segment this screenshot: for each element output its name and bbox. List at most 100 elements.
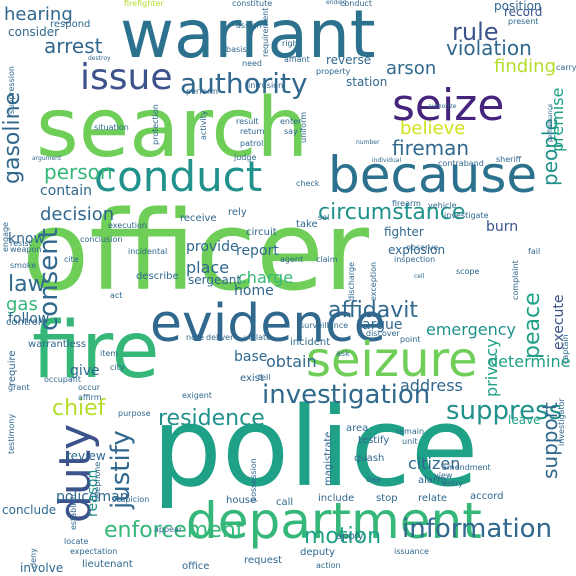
cloud-word: argument [32,155,62,162]
cloud-word: enter [280,117,302,126]
cloud-word: residence [158,406,265,431]
cloud-word: affiant [284,55,310,64]
cloud-word: consider [8,25,60,39]
cloud-word: claim [316,255,338,264]
cloud-word: seize [392,80,505,131]
cloud-word: review [66,449,106,463]
cloud-word: purpose [118,409,151,418]
cloud-word: person [44,160,113,184]
cloud-word: report [236,243,279,259]
cloud-word: department [186,492,482,550]
cloud-word: discharge [347,262,356,301]
cloud-word: constitute [232,0,273,8]
cloud-word: judge [234,153,257,162]
cloud-word: point [400,335,421,344]
cloud-word: possession [249,458,258,502]
cloud-word: exigent [182,391,212,400]
cloud-word: address [400,376,463,395]
cloud-word: tell [258,373,271,382]
cloud-word: protection [151,104,160,145]
cloud-word: perform [186,87,218,96]
cloud-word: execution [108,221,147,230]
cloud-word: quash [354,453,385,464]
cloud-word: provide [186,239,239,255]
cloud-word: warrant [120,0,376,73]
cloud-word: police [152,383,479,511]
cloud-word: place [186,258,230,277]
cloud-word: gas [6,294,38,315]
cloud-word: complaint [511,260,520,300]
cloud-word: fireman [392,136,470,160]
cloud-word: intrusion [248,81,284,90]
cloud-word: magistrate [323,431,334,486]
cloud-word: fighter [384,225,424,239]
cloud-word: involve [20,561,64,575]
cloud-word: receive [180,213,217,224]
cloud-word: authority [180,67,308,100]
cloud-word: respond [50,19,91,30]
cloud-word: occupant [44,375,81,384]
cloud-word: argue [362,317,403,333]
cloud-word: return [240,127,265,136]
cloud-word: leave [508,413,541,427]
cloud-word: station [346,75,388,89]
cloud-word: include [318,493,355,504]
cloud-word: take [296,219,318,230]
cloud-word: apply [336,531,364,542]
cloud-word: affidavit [328,298,418,323]
cloud-word: accord [470,491,504,502]
cloud-word: inspection [394,255,436,264]
cloud-word: reverse [326,53,372,67]
cloud-word: sergeant [188,273,242,287]
cloud-word: ask [336,349,350,358]
cloud-word: obtain [266,352,317,371]
cloud-word: day [366,475,381,484]
cloud-word: unit [402,437,418,446]
cloud-word: carry [556,63,576,72]
cloud-word: circumstance [318,200,466,225]
cloud-word: investigate [444,211,489,220]
cloud-word: individual [372,157,402,164]
cloud-word: result [236,117,259,126]
cloud-word: act [110,291,123,300]
cloud-word: scope [456,267,480,276]
cloud-word: rule [452,18,499,46]
cloud-word: requirement [261,7,270,57]
cloud-word: exist [240,373,264,384]
cloud-word: testify [358,435,390,446]
cloud-word: grant [8,383,30,392]
cloud-word: check [296,179,320,188]
cloud-word: right [282,39,301,48]
cloud-word: note [186,333,205,342]
cloud-word: sheriff [496,155,522,164]
cloud-word: ending [326,0,347,6]
cloud-word: house [226,495,257,506]
cloud-word: know [8,231,45,247]
cloud-word: situation [94,123,129,132]
cloud-word: explosion [388,243,446,257]
cloud-word: assign [236,21,262,30]
cloud-word: basis [226,45,247,54]
cloud-word: conduct [340,0,373,8]
cloud-word: weapon [10,245,42,254]
cloud-word: burn [486,219,519,235]
cloud-word: engage [1,222,10,252]
cloud-word: activity [199,110,208,141]
cloud-word: officer [22,187,370,315]
cloud-word: affirm [78,393,102,402]
cloud-word: charge [238,268,294,287]
cloud-word: rely [228,207,247,218]
cloud-word: amendment [442,463,491,472]
cloud-word: control [6,317,41,328]
cloud-word: need [242,59,262,68]
cloud-word: relate [418,493,448,504]
cloud-word: violate [244,333,272,342]
cloud-word: number [356,139,380,146]
cloud-word: finding [494,56,557,77]
cloud-word: because [328,146,538,204]
cloud-word: expectation [70,547,118,556]
cloud-word: discover [366,329,400,338]
cloud-word: violation [446,36,532,60]
cloud-word: follow [8,311,50,327]
